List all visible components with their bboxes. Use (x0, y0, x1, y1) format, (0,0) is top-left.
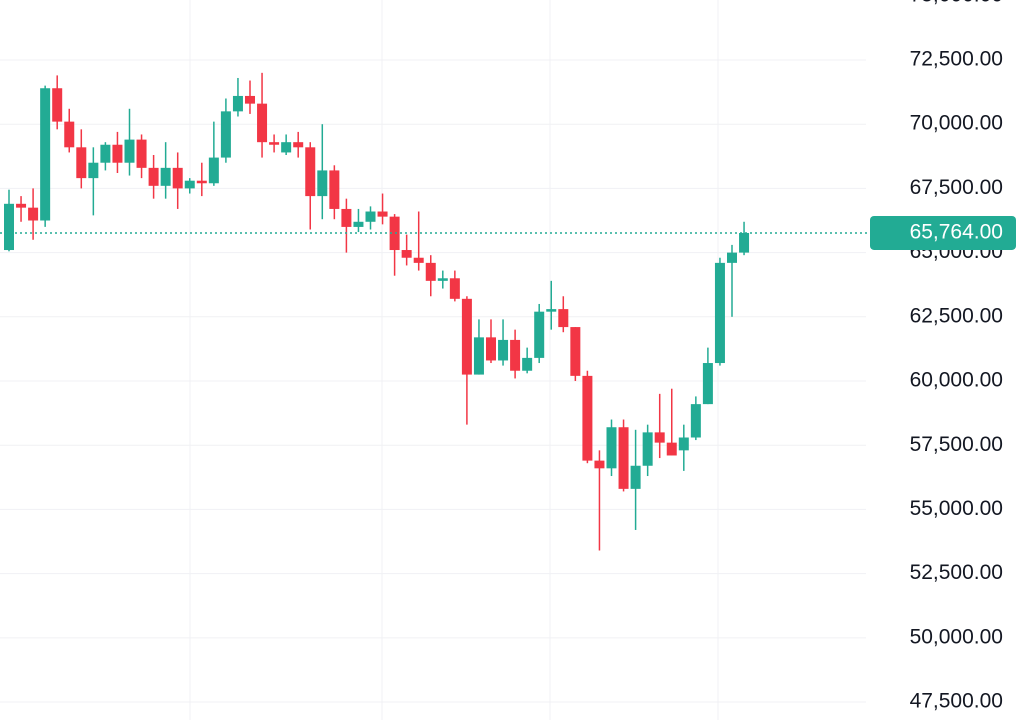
candle-body (594, 460, 605, 469)
candle-body (172, 167, 183, 189)
y-tick-label: 72,500.00 (910, 48, 1003, 71)
last-price-label: 65,764.00 (910, 221, 1003, 244)
candle-body (727, 252, 737, 263)
candle-body (148, 167, 159, 186)
candle-body (582, 375, 593, 461)
candle-body (305, 147, 316, 197)
candle-body (473, 337, 484, 375)
candle-body (666, 442, 677, 456)
candle-body (486, 337, 496, 361)
candle-body (461, 298, 472, 375)
candle-body (100, 144, 111, 163)
candle-body (40, 88, 51, 221)
y-tick-label: 62,500.00 (910, 304, 1003, 327)
candle-body (365, 211, 376, 222)
y-tick-label: 75,000.00 (910, 0, 1003, 6)
candle-body (401, 250, 412, 258)
candle-body (28, 207, 39, 221)
candle-body (293, 142, 304, 148)
candle-body (522, 357, 533, 371)
y-tick-label: 57,500.00 (910, 433, 1003, 456)
candle-body (329, 170, 340, 209)
candle-body (449, 278, 460, 299)
y-tick-label: 55,000.00 (910, 497, 1003, 520)
candle-body (76, 147, 87, 179)
candle-body (124, 139, 135, 163)
candle-body (353, 221, 364, 227)
candle-body (654, 432, 665, 443)
candle-body (317, 170, 328, 197)
candle-body (377, 211, 388, 217)
candle-body (136, 139, 147, 168)
candle-body (341, 208, 352, 227)
candle-body (546, 309, 557, 312)
candle-body (389, 216, 400, 251)
candle-body (642, 432, 653, 466)
candle-body (510, 339, 521, 371)
candle-body (630, 465, 641, 489)
candle-body (690, 404, 701, 438)
candle-body (4, 203, 14, 251)
candle-body (245, 95, 255, 104)
y-tick-label: 52,500.00 (910, 561, 1003, 584)
candle-body (702, 363, 713, 405)
candle-body (64, 121, 75, 148)
candle-body (112, 144, 123, 163)
candle-body (534, 311, 545, 358)
candle-body (498, 339, 509, 361)
candle-body (269, 142, 280, 145)
candle-body (16, 203, 27, 208)
candle-body (413, 257, 424, 263)
y-tick-label: 47,500.00 (910, 690, 1003, 713)
candle-body (220, 111, 231, 158)
candle-body (281, 142, 292, 153)
candle-body (714, 262, 725, 364)
candle-body (739, 232, 750, 253)
y-tick-label: 70,000.00 (910, 112, 1003, 135)
candle-body (184, 180, 195, 189)
candle-body (425, 262, 436, 281)
candle-body (160, 167, 171, 186)
y-tick-label: 67,500.00 (910, 176, 1003, 199)
y-tick-label: 50,000.00 (910, 625, 1003, 648)
y-tick-label: 60,000.00 (910, 369, 1003, 392)
candle-body (257, 103, 268, 143)
candle-body (606, 427, 617, 469)
candle-body (678, 437, 689, 451)
candle-body (558, 309, 569, 328)
last-price-box (870, 215, 1016, 250)
candle-body (196, 180, 207, 184)
candle-body (232, 95, 243, 112)
candle-body (437, 278, 448, 281)
candle-body (208, 157, 219, 184)
candle-body (88, 162, 99, 179)
candle-body (52, 88, 63, 122)
candle-body (618, 427, 629, 489)
candle-body (570, 327, 581, 376)
